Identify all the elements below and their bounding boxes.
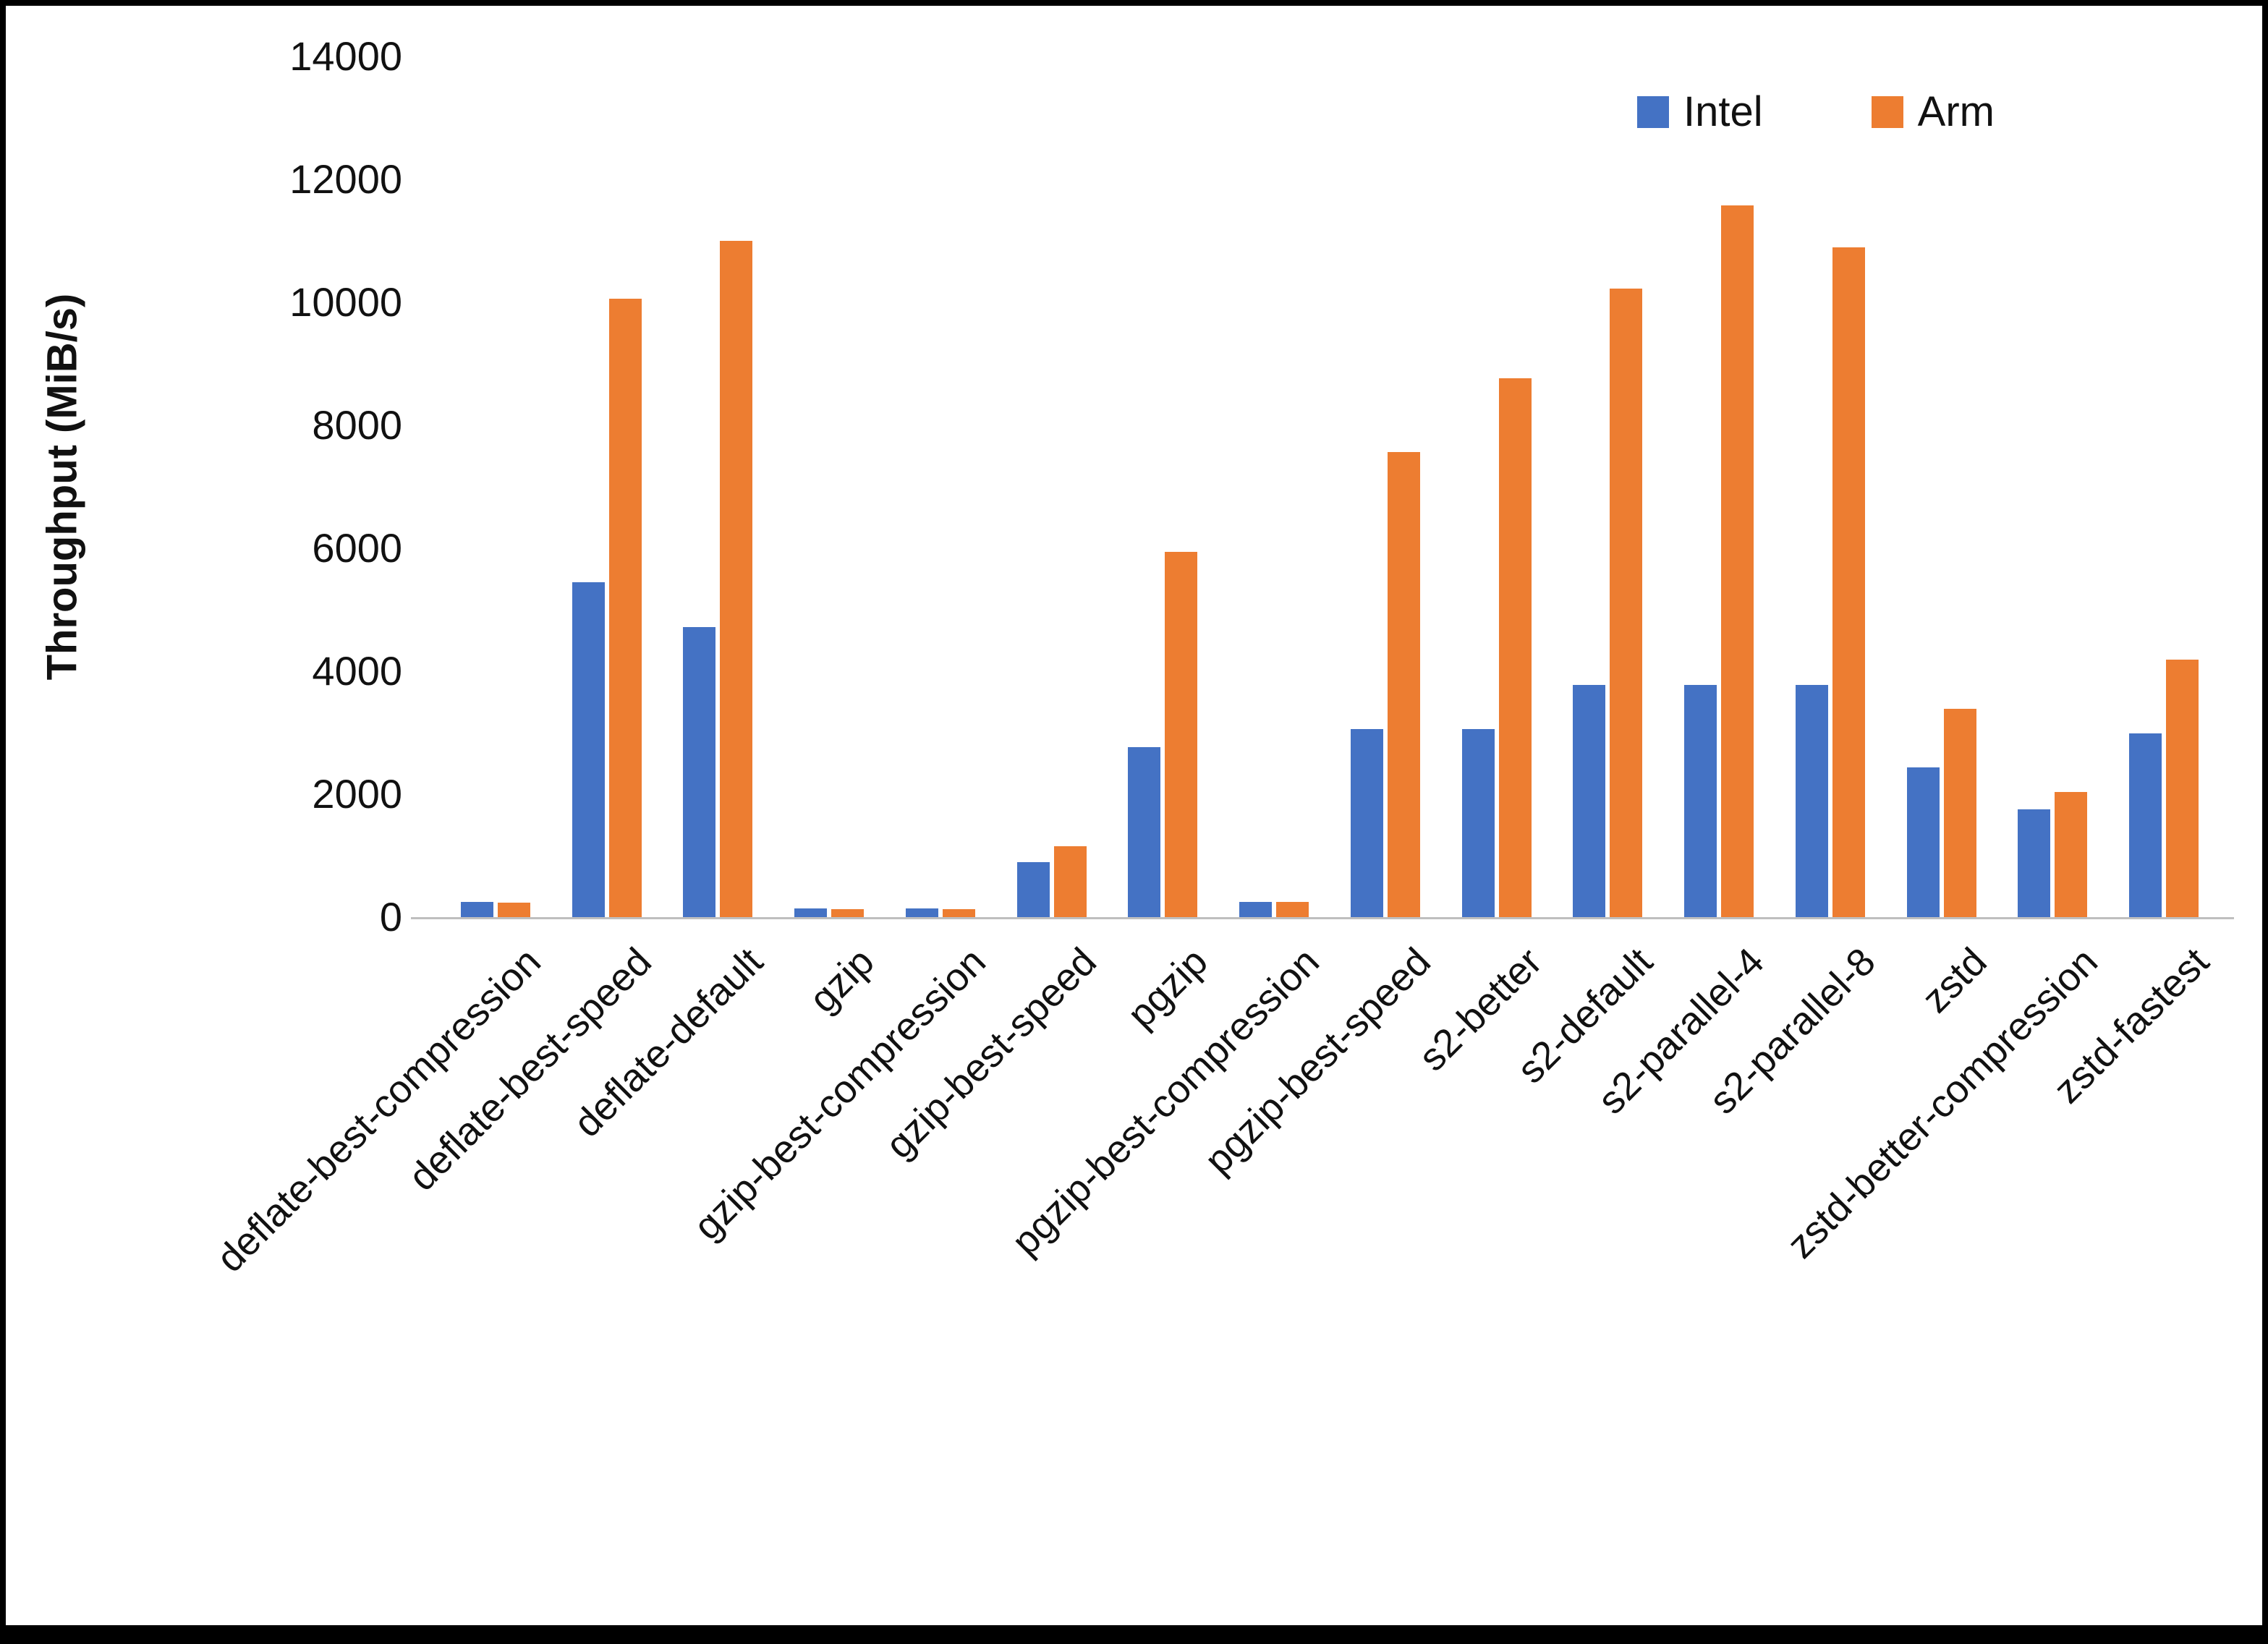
bar-group [1795, 247, 1865, 917]
plot-area [440, 56, 2220, 917]
bar-group [794, 908, 865, 917]
bar-intel-s2-default [1573, 684, 1606, 917]
x-axis-labels: deflate-best-compression deflate-best-spe… [6, 919, 2262, 1625]
x-axis-label: gzip-best-speed [878, 940, 1105, 1167]
bar-group [2129, 659, 2199, 917]
bar-intel-deflate-default [683, 626, 716, 917]
bar-arm-deflate-default [720, 241, 753, 917]
bar-intel-gzip-best-speed [1016, 861, 1050, 917]
bar-arm-deflate-best-speed [608, 298, 642, 917]
legend-swatch-intel [1637, 96, 1669, 128]
bar-group [1684, 205, 1754, 917]
bar-arm-gzip [831, 908, 865, 917]
y-tick-label: 6000 [312, 525, 402, 571]
bar-intel-s2-parallel-8 [1795, 684, 1828, 917]
bar-intel-gzip [794, 908, 828, 917]
bar-group [460, 901, 530, 917]
bar-intel-s2-better [1461, 728, 1495, 917]
y-tick-label: 8000 [312, 402, 402, 448]
bar-intel-zstd [1906, 767, 1940, 917]
bar-group [572, 298, 642, 917]
bar-intel-gzip-best-compression [905, 908, 938, 917]
legend-item-intel: Intel [1637, 91, 1763, 133]
bar-group [1906, 708, 1976, 917]
legend: Intel Arm [1637, 91, 1995, 133]
x-axis-label: zstd [1913, 940, 1995, 1021]
y-tick-label: 4000 [312, 648, 402, 694]
bar-intel-deflate-best-compression [460, 901, 493, 917]
bar-group [905, 908, 975, 917]
bar-group [1573, 289, 1643, 917]
bar-intel-pgzip-best-speed [1350, 728, 1383, 917]
bar-arm-s2-parallel-8 [1832, 247, 1865, 917]
bar-arm-gzip-best-compression [942, 908, 975, 917]
x-axis-line [411, 917, 2234, 919]
bar-arm-zstd-better-compression [2055, 791, 2088, 917]
bar-arm-s2-better [1498, 378, 1532, 917]
bar-chart: Throughput (MiB/s) Intel Arm 0 2000 4000 60… [6, 6, 2262, 1625]
bar-arm-zstd-fastest [2166, 659, 2199, 917]
bar-intel-pgzip-best-compression [1239, 901, 1273, 917]
bar-group [1016, 846, 1087, 917]
y-tick-label: 12000 [289, 156, 402, 202]
bar-arm-s2-default [1610, 289, 1643, 917]
bar-group [1350, 451, 1420, 917]
bar-group [2018, 791, 2088, 917]
y-tick-label: 10000 [289, 279, 402, 325]
y-tick-label: 0 [379, 894, 402, 940]
legend-label-arm: Arm [1917, 88, 1995, 135]
bar-arm-s2-parallel-4 [1721, 205, 1754, 917]
bar-group [1128, 552, 1198, 917]
bar-arm-pgzip-best-compression [1276, 901, 1309, 917]
bar-arm-deflate-best-compression [497, 902, 530, 917]
legend-swatch-arm [1871, 96, 1903, 128]
legend-item-arm: Arm [1871, 88, 1995, 135]
bar-arm-zstd [1943, 708, 1976, 917]
y-tick-label: 2000 [312, 771, 402, 817]
bar-intel-zstd-better-compression [2018, 809, 2051, 917]
legend-label-intel: Intel [1683, 88, 1763, 135]
y-axis-ticks: 0 2000 4000 6000 8000 10000 12000 14000 [6, 6, 402, 1018]
bar-arm-pgzip [1165, 552, 1198, 917]
y-tick-label: 14000 [289, 33, 402, 79]
bar-intel-pgzip [1128, 747, 1161, 917]
bar-intel-deflate-best-speed [572, 582, 605, 917]
bar-group [683, 241, 753, 917]
bar-group [1239, 901, 1309, 917]
bar-intel-zstd-fastest [2129, 733, 2162, 917]
bar-arm-pgzip-best-speed [1387, 451, 1420, 917]
bar-group [1461, 378, 1532, 917]
x-axis-label: pgzip [1119, 940, 1217, 1037]
x-axis-label: gzip [801, 940, 883, 1021]
bar-arm-gzip-best-speed [1053, 846, 1087, 917]
bar-intel-s2-parallel-4 [1684, 684, 1717, 917]
